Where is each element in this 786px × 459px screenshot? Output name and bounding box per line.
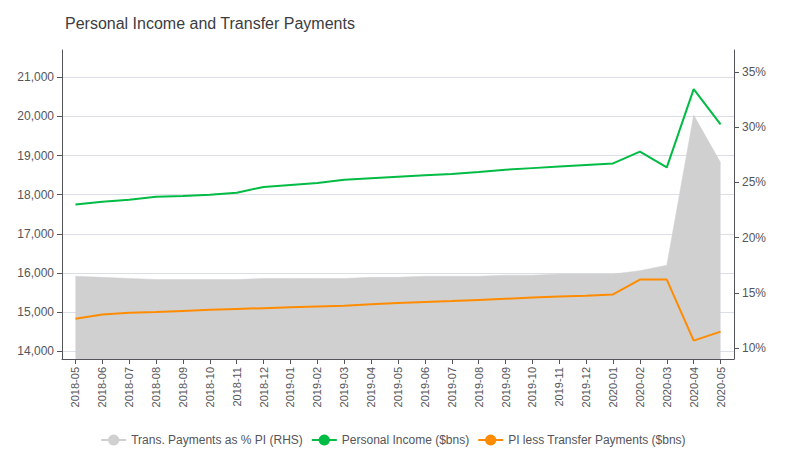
svg-text:15%: 15% (742, 286, 766, 300)
svg-text:2019-05: 2019-05 (392, 367, 404, 407)
svg-text:2018-09: 2018-09 (177, 367, 189, 407)
svg-text:2019-10: 2019-10 (526, 367, 538, 407)
svg-text:2018-07: 2018-07 (123, 367, 135, 407)
svg-text:2019-07: 2019-07 (446, 367, 458, 407)
svg-text:2019-08: 2019-08 (473, 367, 485, 407)
svg-text:2019-09: 2019-09 (500, 367, 512, 407)
svg-text:17,000: 17,000 (17, 227, 54, 241)
svg-text:2019-01: 2019-01 (284, 367, 296, 407)
svg-text:Personal Income ($bns): Personal Income ($bns) (342, 433, 469, 447)
svg-text:18,000: 18,000 (17, 188, 54, 202)
svg-text:2019-02: 2019-02 (311, 367, 323, 407)
svg-text:2020-03: 2020-03 (661, 367, 673, 407)
svg-text:16,000: 16,000 (17, 266, 54, 280)
svg-text:2018-10: 2018-10 (204, 367, 216, 407)
svg-text:2019-04: 2019-04 (365, 367, 377, 407)
svg-text:25%: 25% (742, 175, 766, 189)
svg-text:2018-06: 2018-06 (96, 367, 108, 407)
svg-text:2020-02: 2020-02 (634, 367, 646, 407)
svg-text:19,000: 19,000 (17, 149, 54, 163)
svg-text:2019-03: 2019-03 (338, 367, 350, 407)
svg-text:PI less Transfer Payments ($bn: PI less Transfer Payments ($bns) (508, 433, 685, 447)
svg-text:Trans. Payments as % PI (RHS): Trans. Payments as % PI (RHS) (131, 433, 303, 447)
svg-text:20%: 20% (742, 231, 766, 245)
svg-text:2018-11: 2018-11 (231, 367, 243, 407)
svg-text:2018-08: 2018-08 (150, 367, 162, 407)
svg-text:15,000: 15,000 (17, 305, 54, 319)
svg-text:10%: 10% (742, 341, 766, 355)
svg-text:2020-04: 2020-04 (688, 367, 700, 407)
svg-text:21,000: 21,000 (17, 70, 54, 84)
svg-text:Personal Income and Transfer P: Personal Income and Transfer Payments (65, 15, 355, 32)
svg-text:2019-06: 2019-06 (419, 367, 431, 407)
svg-text:2018-05: 2018-05 (69, 367, 81, 407)
svg-text:2020-01: 2020-01 (607, 367, 619, 407)
svg-text:2019-12: 2019-12 (580, 367, 592, 407)
svg-text:30%: 30% (742, 120, 766, 134)
svg-text:20,000: 20,000 (17, 109, 54, 123)
svg-text:2020-05: 2020-05 (715, 367, 727, 407)
svg-text:2019-11: 2019-11 (553, 367, 565, 407)
svg-text:2018-12: 2018-12 (258, 367, 270, 407)
svg-text:14,000: 14,000 (17, 344, 54, 358)
svg-text:35%: 35% (742, 65, 766, 79)
